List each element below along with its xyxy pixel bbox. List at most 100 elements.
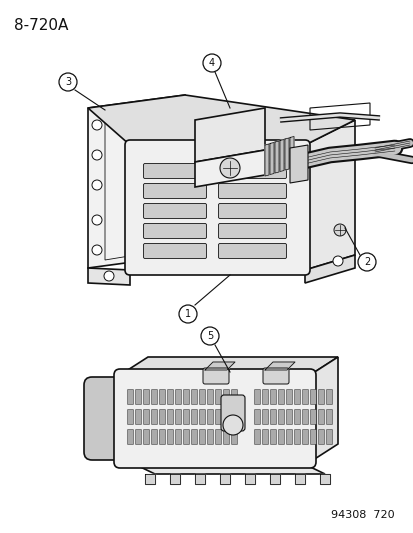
Polygon shape [304,255,354,283]
Text: 2: 2 [363,257,369,267]
FancyBboxPatch shape [135,390,141,405]
FancyBboxPatch shape [175,430,181,445]
FancyBboxPatch shape [167,430,173,445]
FancyBboxPatch shape [127,409,133,424]
Polygon shape [319,474,329,484]
Text: 8-720A: 8-720A [14,18,68,33]
FancyBboxPatch shape [207,409,213,424]
FancyBboxPatch shape [310,409,316,424]
Polygon shape [269,474,279,484]
FancyBboxPatch shape [159,409,165,424]
FancyBboxPatch shape [143,430,149,445]
FancyBboxPatch shape [199,409,205,424]
Circle shape [201,327,218,345]
FancyBboxPatch shape [278,390,284,405]
Circle shape [357,253,375,271]
FancyBboxPatch shape [151,390,157,405]
Polygon shape [88,268,130,285]
FancyBboxPatch shape [302,409,308,424]
Polygon shape [219,474,230,484]
FancyBboxPatch shape [215,430,221,445]
Polygon shape [304,120,354,270]
FancyBboxPatch shape [326,390,332,405]
Polygon shape [269,142,273,174]
FancyBboxPatch shape [84,377,138,460]
FancyBboxPatch shape [294,409,300,424]
FancyBboxPatch shape [143,390,149,405]
FancyBboxPatch shape [183,430,189,445]
Circle shape [92,215,102,225]
FancyBboxPatch shape [143,204,206,219]
FancyBboxPatch shape [159,430,165,445]
Polygon shape [279,140,283,172]
Polygon shape [88,95,354,145]
Circle shape [59,73,77,91]
Polygon shape [294,474,304,484]
FancyBboxPatch shape [159,390,165,405]
FancyBboxPatch shape [286,409,292,424]
FancyBboxPatch shape [135,409,141,424]
Circle shape [202,54,221,72]
FancyBboxPatch shape [223,390,229,405]
FancyBboxPatch shape [167,409,173,424]
Polygon shape [195,150,264,187]
Polygon shape [264,362,294,370]
FancyBboxPatch shape [310,430,316,445]
FancyBboxPatch shape [270,409,276,424]
FancyBboxPatch shape [294,430,300,445]
FancyBboxPatch shape [278,430,284,445]
Polygon shape [289,136,293,168]
FancyBboxPatch shape [254,430,260,445]
FancyBboxPatch shape [231,390,237,405]
FancyBboxPatch shape [207,430,213,445]
Circle shape [92,120,102,130]
FancyBboxPatch shape [254,390,260,405]
FancyBboxPatch shape [175,409,181,424]
FancyBboxPatch shape [254,409,260,424]
FancyBboxPatch shape [278,409,284,424]
Circle shape [104,271,114,281]
FancyBboxPatch shape [207,390,213,405]
Circle shape [332,256,342,266]
FancyBboxPatch shape [143,164,206,179]
FancyBboxPatch shape [302,430,308,445]
FancyBboxPatch shape [223,409,229,424]
FancyBboxPatch shape [218,183,286,198]
Polygon shape [309,357,337,462]
FancyBboxPatch shape [215,390,221,405]
FancyBboxPatch shape [218,164,286,179]
Text: 1: 1 [185,309,191,319]
FancyBboxPatch shape [286,390,292,405]
Circle shape [92,245,102,255]
FancyBboxPatch shape [262,409,268,424]
FancyBboxPatch shape [151,409,157,424]
FancyBboxPatch shape [135,430,141,445]
FancyBboxPatch shape [326,409,332,424]
Circle shape [92,180,102,190]
FancyBboxPatch shape [151,430,157,445]
Polygon shape [195,108,264,162]
FancyBboxPatch shape [294,390,300,405]
Polygon shape [130,462,324,474]
FancyBboxPatch shape [318,390,324,405]
FancyBboxPatch shape [262,390,268,405]
FancyBboxPatch shape [143,409,149,424]
FancyBboxPatch shape [143,183,206,198]
Text: 4: 4 [209,58,214,68]
Circle shape [223,415,242,435]
Polygon shape [120,357,337,375]
FancyBboxPatch shape [175,390,181,405]
FancyBboxPatch shape [125,140,309,275]
Polygon shape [170,474,180,484]
FancyBboxPatch shape [310,390,316,405]
Polygon shape [88,95,185,268]
Text: 5: 5 [206,331,213,341]
FancyBboxPatch shape [270,430,276,445]
FancyBboxPatch shape [127,430,133,445]
FancyBboxPatch shape [191,390,197,405]
FancyBboxPatch shape [318,430,324,445]
FancyBboxPatch shape [143,223,206,238]
Polygon shape [195,474,204,484]
Polygon shape [289,145,307,183]
Circle shape [92,150,102,160]
